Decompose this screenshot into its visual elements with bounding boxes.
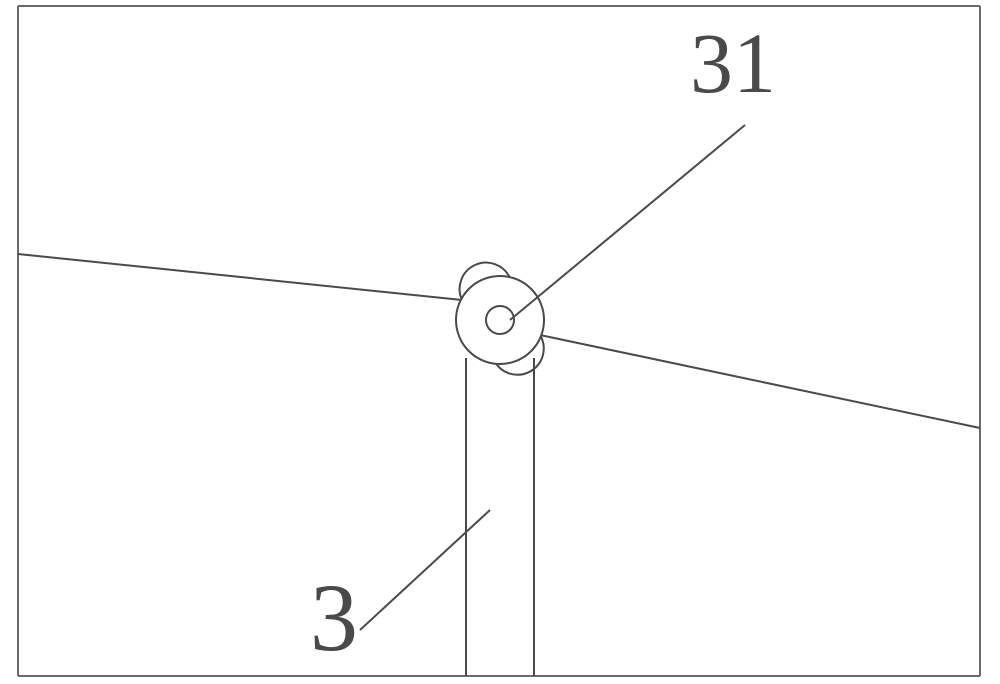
label-31: 31 — [690, 20, 776, 106]
diagram-canvas: 31 3 — [0, 0, 1000, 684]
blade-left-edge — [18, 254, 462, 300]
leader-line-31 — [510, 125, 745, 320]
leader-line-3 — [360, 510, 490, 630]
hub-inner — [486, 306, 514, 334]
label-3: 3 — [310, 570, 358, 666]
blade-right-edge — [540, 335, 980, 428]
diagram-svg — [0, 0, 1000, 684]
